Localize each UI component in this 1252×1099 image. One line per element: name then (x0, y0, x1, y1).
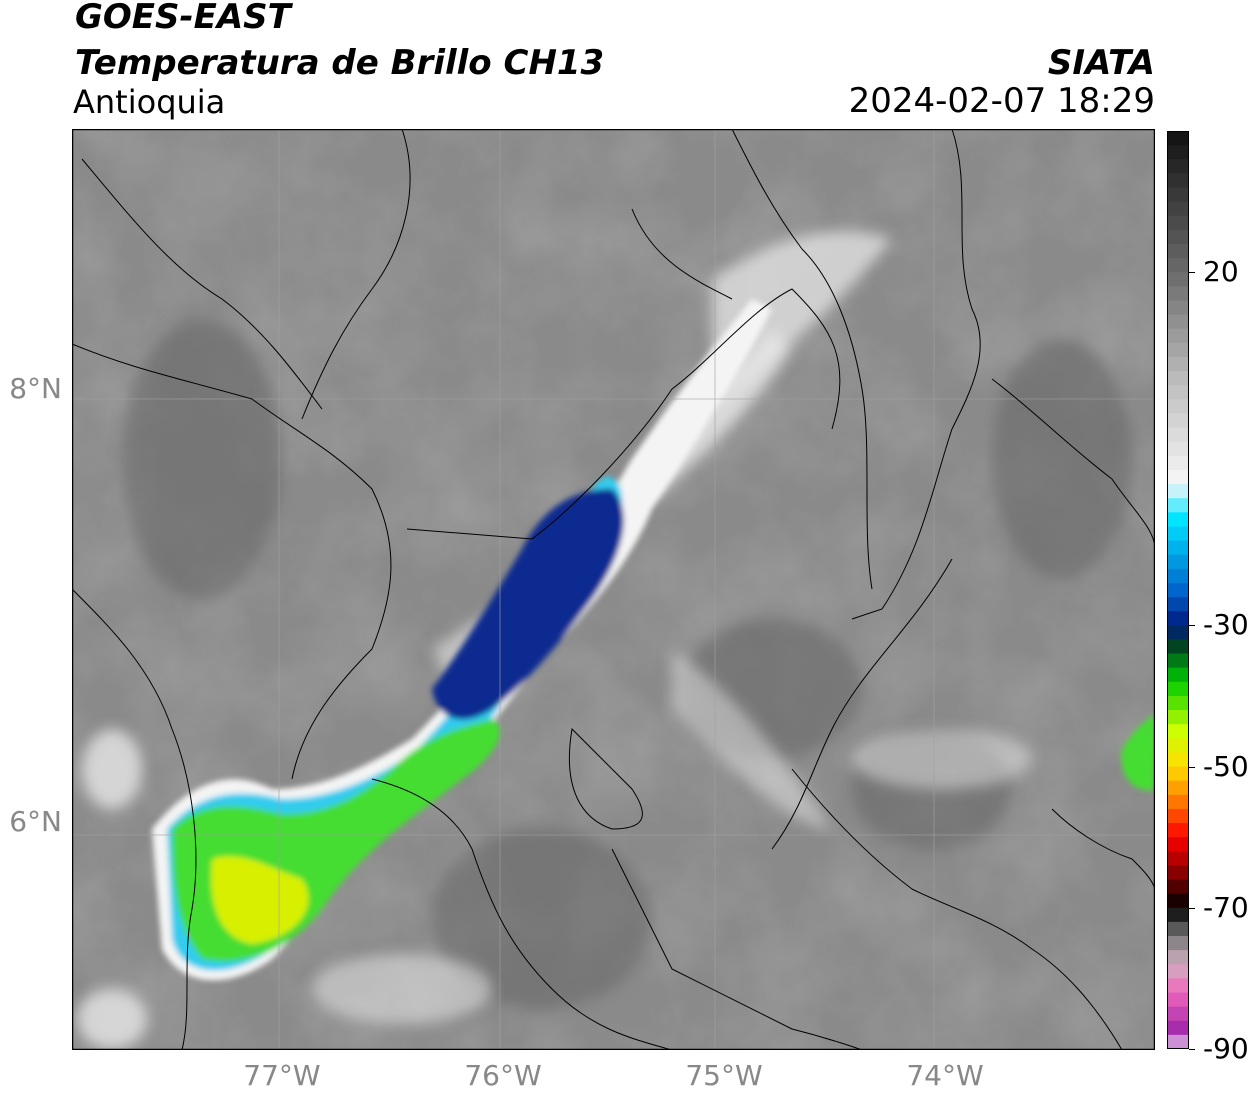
colorbar-segment (1167, 540, 1189, 556)
colorbar-tick-mark (1189, 1049, 1195, 1050)
graticule (72, 129, 1155, 1050)
colorbar-segment (1167, 653, 1189, 669)
colorbar-segment (1167, 568, 1189, 584)
colorbar-segment (1167, 498, 1189, 513)
colorbar-segment (1167, 611, 1189, 626)
map-subtitle: Temperatura de Brillo CH13 (75, 43, 605, 83)
map-frame (72, 129, 1155, 1050)
colorbar-segment (1167, 738, 1189, 753)
colorbar-segment (1167, 173, 1189, 188)
colorbar-segment (1167, 286, 1189, 301)
colorbar-tick-mark (1189, 625, 1195, 627)
colorbar-tick-label: -30 (1203, 608, 1249, 642)
colorbar-segment (1167, 582, 1189, 598)
colorbar-segment (1167, 936, 1189, 951)
colorbar-segment (1167, 512, 1189, 527)
colorbar-segment (1167, 893, 1189, 909)
colorbar-segment (1167, 272, 1189, 287)
colorbar-segment (1167, 625, 1189, 640)
credit-label: SIATA (1047, 43, 1155, 83)
longitude-label: 74°W (906, 1059, 984, 1092)
colorbar-frame (1167, 131, 1189, 1049)
colorbar-segment (1167, 724, 1189, 739)
colorbar-segment (1167, 371, 1189, 386)
colorbar-segment (1167, 992, 1189, 1008)
colorbar-segment (1167, 342, 1189, 358)
colorbar-segment (1167, 978, 1189, 994)
colorbar-segment (1167, 780, 1189, 796)
region-label: Antioquia (73, 83, 226, 121)
satellite-map (72, 129, 1155, 1050)
colorbar-segment (1167, 1034, 1189, 1049)
colorbar-segment (1167, 484, 1189, 499)
colorbar-segment (1167, 314, 1189, 330)
convective-band (152, 299, 1155, 981)
colorbar-segment (1167, 710, 1189, 725)
colorbar-tick-mark (1189, 907, 1195, 909)
colorbar-segment (1167, 229, 1189, 245)
colorbar-segment (1167, 413, 1189, 429)
colorbar-segment (1167, 851, 1189, 866)
colorbar-segment (1167, 201, 1189, 217)
colorbar-segment (1167, 865, 1189, 881)
longitude-label: 75°W (685, 1059, 763, 1092)
colorbar-segment (1167, 823, 1189, 838)
colorbar-segment (1167, 328, 1189, 344)
colorbar-segment (1167, 794, 1189, 810)
colorbar-segment (1167, 907, 1189, 923)
colorbar-tick-label: -70 (1203, 890, 1249, 924)
colorbar-segment (1167, 356, 1189, 372)
colorbar-tick-label: -50 (1203, 749, 1249, 783)
colorbar-segment (1167, 879, 1189, 895)
colorbar-segment (1167, 695, 1189, 711)
colorbar-segment (1167, 187, 1189, 203)
colorbar-segment (1167, 441, 1189, 457)
colorbar-segment (1167, 243, 1189, 259)
longitude-label: 77°W (243, 1059, 321, 1092)
colorbar-segment (1167, 455, 1189, 471)
colorbar-segment (1167, 667, 1189, 683)
colorbar-segment (1167, 964, 1189, 979)
longitude-label: 76°W (464, 1059, 542, 1092)
colorbar-segment (1167, 597, 1189, 612)
colorbar-segment (1167, 258, 1189, 273)
latitude-label: 8°N (9, 372, 62, 406)
colorbar-segment (1167, 300, 1189, 316)
colorbar-segment (1167, 399, 1189, 414)
colorbar (1167, 131, 1189, 1049)
colorbar-segment (1167, 1006, 1189, 1022)
colorbar-tick-mark (1189, 766, 1195, 768)
colorbar-segment (1167, 526, 1189, 542)
colorbar-segment (1167, 681, 1189, 697)
colorbar-segment (1167, 752, 1189, 768)
colorbar-segment (1167, 1020, 1189, 1036)
colorbar-segments (1167, 131, 1189, 1049)
colorbar-tick-label: 20 (1203, 255, 1239, 289)
colorbar-segment (1167, 808, 1189, 824)
map-title: GOES-EAST (75, 0, 291, 37)
colorbar-segment (1167, 554, 1189, 570)
colorbar-segment (1167, 215, 1189, 231)
colorbar-segment (1167, 469, 1189, 485)
political-boundaries (72, 129, 1155, 1050)
colorbar-segment (1167, 950, 1189, 965)
colorbar-segment (1167, 766, 1189, 782)
colorbar-tick-mark (1189, 272, 1195, 274)
colorbar-segment (1167, 131, 1189, 146)
colorbar-segment (1167, 921, 1189, 937)
colorbar-segment (1167, 159, 1189, 174)
colorbar-segment (1167, 145, 1189, 160)
colorbar-segment (1167, 385, 1189, 400)
colorbar-segment (1167, 639, 1189, 655)
latitude-label: 6°N (9, 805, 62, 839)
datetime-label: 2024-02-07 18:29 (848, 81, 1155, 121)
colorbar-segment (1167, 427, 1189, 443)
colorbar-segment (1167, 837, 1189, 852)
colorbar-tick-label: -90 (1203, 1032, 1249, 1065)
